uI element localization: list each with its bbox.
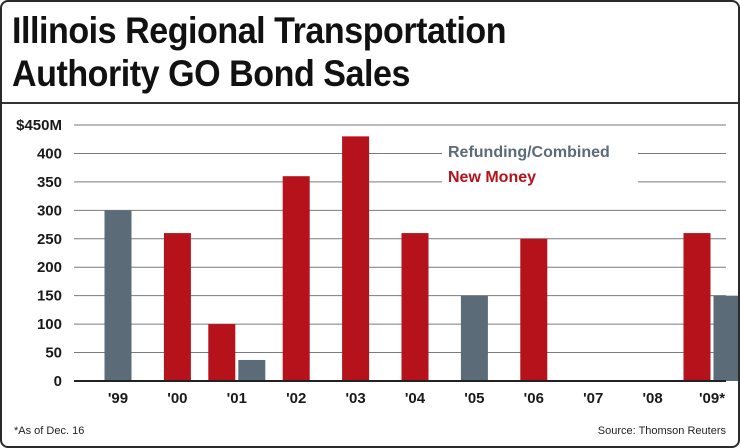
x-tick-label: '99	[108, 390, 128, 407]
x-tick-label: '02	[286, 390, 306, 407]
x-tick-label: '06	[524, 390, 544, 407]
x-tick-label: '00	[167, 390, 187, 407]
legend-item-refunding: Refunding/Combined	[448, 144, 610, 161]
bar-refunding-6	[460, 295, 488, 381]
chart-title-line-1: Illinois Regional Transportation	[12, 10, 507, 51]
y-tick-label: 100	[37, 316, 62, 333]
y-tick-label: 400	[37, 145, 62, 162]
bars	[104, 136, 738, 381]
bar-new-money-10	[683, 233, 711, 381]
bar-refunding-10	[713, 295, 738, 381]
y-tick-label: 50	[45, 345, 62, 362]
footnote: *As of Dec. 16	[14, 425, 85, 437]
bar-refunding-2	[238, 359, 266, 381]
title-divider	[2, 102, 738, 104]
bar-new-money-5	[401, 233, 429, 381]
bar-new-money-2	[208, 324, 236, 381]
x-tick-label: '04	[405, 390, 426, 407]
source-note: Source: Thomson Reuters	[597, 425, 726, 437]
x-tick-label: '09*	[699, 390, 725, 407]
legend: Refunding/Combined New Money	[442, 140, 638, 190]
y-tick-label: $450M	[16, 117, 62, 134]
x-tick-label: '07	[583, 390, 603, 407]
bar-new-money-7	[520, 238, 548, 381]
y-tick-label: 300	[37, 202, 62, 219]
bar-new-money-4	[342, 136, 370, 381]
bar-new-money-3	[282, 176, 310, 381]
legend-item-new-money: New Money	[448, 169, 536, 186]
bar-new-money-1	[163, 233, 191, 381]
x-tick-label: '05	[464, 390, 484, 407]
x-tick-label: '08	[642, 390, 662, 407]
x-tick-label: '01	[227, 390, 247, 407]
legend-background	[442, 140, 638, 190]
y-tick-label: 350	[37, 174, 62, 191]
x-tick-label: '03	[345, 390, 365, 407]
chart-title-line-2: Authority GO Bond Sales	[12, 53, 410, 94]
y-tick-label: 250	[37, 231, 62, 248]
axes: 0 50 100 150 200 250 300 350 400 $450M '99 '00 '01 '0…	[16, 117, 726, 407]
y-tick-label: 200	[37, 259, 62, 276]
bar-refunding-0	[104, 210, 132, 381]
y-tick-label: 0	[54, 373, 62, 390]
y-tick-label: 150	[37, 288, 62, 305]
